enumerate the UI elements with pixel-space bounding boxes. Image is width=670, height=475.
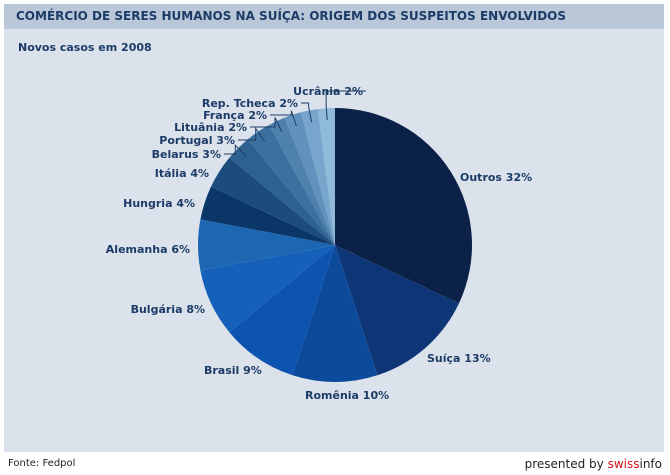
label-outros: Outros 32% xyxy=(460,171,532,184)
label-alemanha: Alemanha 6% xyxy=(106,243,190,256)
label-lituania: Lituânia 2% xyxy=(174,121,247,134)
label-ucrania: Ucrânia 2% xyxy=(293,85,363,98)
label-portugal: Portugal 3% xyxy=(159,134,235,147)
pie-slices xyxy=(198,108,472,382)
slice-labels: Outros 32% Suíça 13% Romênia 10% Brasil 9% B… xyxy=(106,85,532,402)
slice-bulgaria xyxy=(200,245,335,333)
slice-suica xyxy=(335,245,459,376)
label-hungria: Hungria 4% xyxy=(123,197,195,210)
label-suica: Suíça 13% xyxy=(427,352,491,365)
leader-rep-tcheca xyxy=(301,102,313,123)
leader-lituania xyxy=(250,117,283,133)
label-bulgaria: Bulgária 8% xyxy=(131,303,205,316)
slice-franca xyxy=(284,112,335,245)
brand-name-red: swiss xyxy=(607,457,640,471)
leader-lines xyxy=(224,90,366,157)
chart-subtitle: Novos casos em 2008 xyxy=(18,41,152,54)
slice-hungria xyxy=(200,186,335,245)
label-italia: Itália 4% xyxy=(155,167,209,180)
label-romenia: Romênia 10% xyxy=(305,389,389,402)
leader-belarus xyxy=(224,144,247,157)
title-bar: COMÉRCIO DE SERES HUMANOS NA SUÍÇA: ORIG… xyxy=(4,4,664,29)
slice-rep-tcheca xyxy=(300,109,335,245)
slice-romenia xyxy=(292,245,378,382)
slice-portugal xyxy=(247,124,335,245)
label-franca: França 2% xyxy=(203,109,267,122)
slice-outros xyxy=(335,108,472,304)
leader-ucrania xyxy=(325,90,366,121)
slice-alemanha xyxy=(198,219,335,271)
leader-franca xyxy=(270,110,297,127)
brand-name-rest: info xyxy=(639,457,662,471)
slice-belarus xyxy=(229,139,335,245)
slice-lituania xyxy=(269,117,335,245)
brand-credit: presented by swissinfo xyxy=(525,457,662,471)
label-belarus: Belarus 3% xyxy=(152,148,221,161)
leader-portugal xyxy=(238,126,266,142)
brand-prefix: presented by xyxy=(524,457,608,471)
label-rep-tcheca: Rep. Tcheca 2% xyxy=(202,97,298,110)
slice-italia xyxy=(211,157,335,245)
label-brasil: Brasil 9% xyxy=(204,364,262,377)
slice-ucrania xyxy=(317,108,335,245)
source-note: Fonte: Fedpol xyxy=(8,458,76,469)
slice-brasil xyxy=(229,245,335,376)
chart-title: COMÉRCIO DE SERES HUMANOS NA SUÍÇA: ORIG… xyxy=(16,9,567,23)
